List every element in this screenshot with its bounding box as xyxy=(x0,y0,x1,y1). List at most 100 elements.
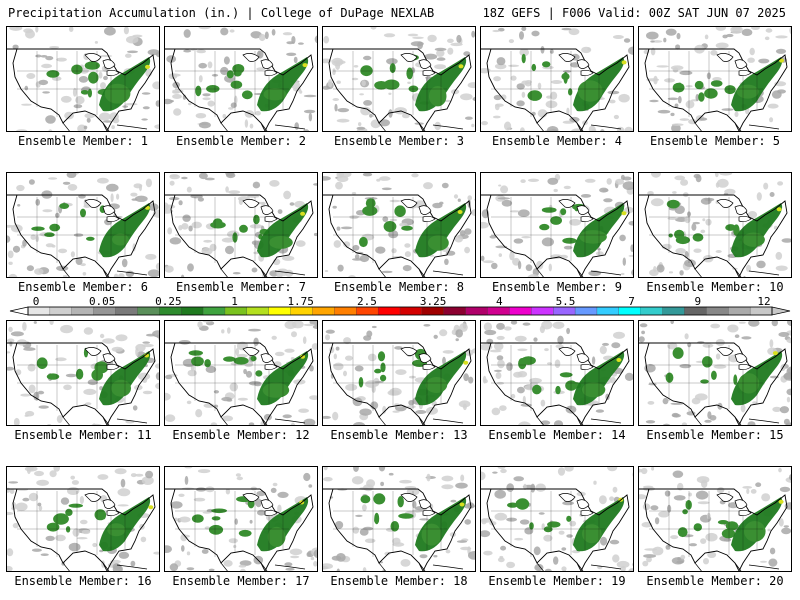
map-svg xyxy=(323,321,475,425)
green-precip-blob xyxy=(191,514,204,523)
light-precip-blob xyxy=(60,95,72,103)
light-precip-blob xyxy=(195,487,207,492)
light-precip-blob xyxy=(55,212,60,218)
light-precip-blob xyxy=(670,321,674,325)
light-precip-blob xyxy=(541,237,554,247)
light-precip-blob xyxy=(186,567,195,571)
light-precip-blob xyxy=(323,176,331,181)
light-precip-blob xyxy=(197,197,204,202)
light-precip-blob xyxy=(293,56,298,64)
light-precip-blob xyxy=(375,246,386,254)
light-precip-blob xyxy=(178,200,183,206)
light-precip-blob xyxy=(471,123,475,128)
light-precip-blob xyxy=(680,179,689,186)
light-precip-blob xyxy=(563,185,571,190)
light-precip-blob xyxy=(355,514,363,517)
light-precip-blob xyxy=(750,489,757,494)
light-precip-blob xyxy=(496,322,505,330)
light-precip-blob xyxy=(747,57,755,63)
gulf-coastline xyxy=(220,562,306,571)
light-precip-blob xyxy=(483,322,492,331)
light-precip-blob xyxy=(67,184,78,191)
light-precip-blob xyxy=(771,90,782,99)
light-precip-blob xyxy=(343,370,347,377)
light-precip-blob xyxy=(356,126,366,130)
light-precip-blob xyxy=(165,204,176,209)
green-precip-blob xyxy=(94,509,107,521)
light-precip-blob xyxy=(756,260,766,269)
light-precip-blob xyxy=(700,538,707,544)
map-svg xyxy=(323,467,475,571)
light-precip-blob xyxy=(516,83,525,90)
colorbar-swatch xyxy=(509,306,532,316)
light-precip-blob xyxy=(525,264,533,272)
light-precip-blob xyxy=(767,103,779,109)
green-precip-blob xyxy=(694,80,704,90)
light-precip-blob xyxy=(386,58,398,65)
light-precip-blob xyxy=(716,178,729,188)
light-precip-blob xyxy=(182,214,191,222)
light-precip-blob xyxy=(198,27,211,30)
green-precip-blob xyxy=(406,67,413,80)
light-precip-blob xyxy=(371,325,377,329)
light-precip-blob xyxy=(256,490,266,497)
light-precip-blob xyxy=(569,218,581,226)
light-precip-blob xyxy=(70,251,75,258)
green-precip-blob xyxy=(541,207,557,213)
light-precip-blob xyxy=(327,79,333,88)
light-precip-blob xyxy=(581,46,592,54)
colorbar-swatch xyxy=(356,306,379,316)
light-precip-blob xyxy=(775,48,787,54)
light-precip-blob xyxy=(607,467,618,472)
light-precip-blob xyxy=(250,31,262,39)
green-precip-blob xyxy=(233,357,249,365)
light-precip-blob xyxy=(407,33,419,37)
light-precip-blob xyxy=(351,476,364,485)
light-precip-blob xyxy=(82,272,87,276)
light-precip-blob xyxy=(764,36,770,41)
light-precip-blob xyxy=(501,199,513,207)
light-precip-blob xyxy=(453,194,459,199)
light-precip-blob xyxy=(441,182,449,189)
green-precip-blob xyxy=(738,373,760,394)
light-precip-blob xyxy=(26,265,34,272)
green-precip-blob xyxy=(65,526,71,533)
light-precip-blob xyxy=(201,247,213,255)
light-precip-blob xyxy=(252,181,261,189)
light-precip-blob xyxy=(380,481,384,487)
light-precip-blob xyxy=(49,321,54,325)
green-precip-blob xyxy=(213,218,223,227)
light-precip-blob xyxy=(523,483,527,490)
light-precip-blob xyxy=(333,60,346,65)
light-precip-blob xyxy=(389,199,401,203)
green-precip-blob xyxy=(675,236,690,245)
light-precip-blob xyxy=(778,467,782,473)
state-borders xyxy=(175,491,289,557)
light-precip-blob xyxy=(35,54,42,58)
green-precip-blob xyxy=(568,88,573,96)
light-precip-blob xyxy=(494,63,507,70)
light-precip-blob xyxy=(178,493,185,497)
light-precip-blob xyxy=(513,476,524,482)
light-precip-blob xyxy=(646,31,659,40)
gulf-coastline xyxy=(378,268,464,277)
light-precip-blob xyxy=(628,567,633,571)
gulf-coastline xyxy=(536,562,622,571)
light-precip-blob xyxy=(671,412,680,418)
light-precip-blob xyxy=(662,397,669,405)
light-precip-blob xyxy=(657,109,671,114)
colorbar-tick-label: 0.25 xyxy=(155,296,182,308)
light-precip-blob xyxy=(42,91,50,94)
colorbar-right-arrow xyxy=(771,306,791,316)
light-precip-blob xyxy=(38,505,43,511)
light-precip-blob xyxy=(336,226,341,231)
light-precip-blob xyxy=(399,222,408,227)
light-precip-blob xyxy=(249,519,253,524)
light-precip-blob xyxy=(551,80,563,84)
member-label: Ensemble Member: 5 xyxy=(649,134,781,148)
state-borders xyxy=(175,51,289,117)
light-precip-blob xyxy=(546,95,553,99)
light-precip-blob xyxy=(258,33,266,42)
light-precip-blob xyxy=(767,528,771,532)
light-precip-blob xyxy=(520,127,525,131)
